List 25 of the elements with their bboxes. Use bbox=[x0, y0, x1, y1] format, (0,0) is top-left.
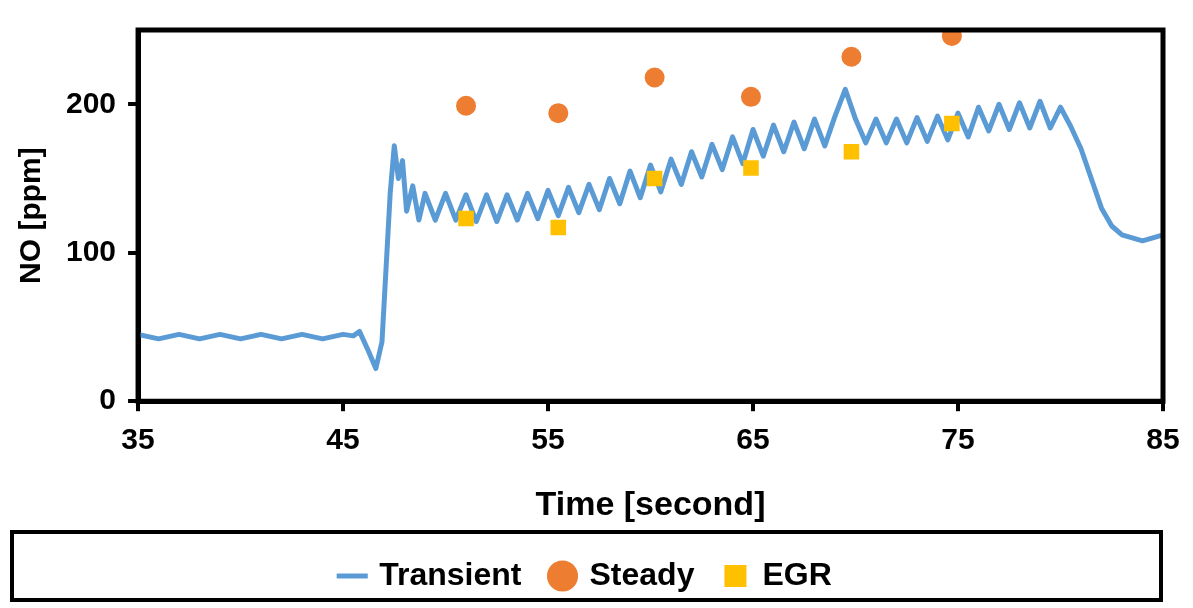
point bbox=[458, 210, 474, 227]
point bbox=[550, 219, 567, 236]
legend-label: Steady bbox=[589, 555, 695, 592]
point bbox=[841, 46, 862, 67]
point bbox=[743, 160, 759, 176]
point bbox=[740, 86, 761, 107]
point bbox=[644, 67, 665, 88]
point bbox=[456, 95, 477, 116]
y-axis-title: NO [ppm] bbox=[13, 147, 47, 284]
x-tick-label: 45 bbox=[326, 422, 360, 456]
legend-label: Transient bbox=[379, 555, 522, 592]
x-tick-label: 55 bbox=[531, 422, 565, 456]
point bbox=[646, 170, 663, 187]
x-tick-label: 75 bbox=[941, 422, 975, 456]
y-tick-label: 200 bbox=[65, 85, 117, 119]
point bbox=[548, 103, 569, 124]
x-tick-label: 85 bbox=[1146, 422, 1180, 456]
x-tick-label: 35 bbox=[121, 422, 155, 456]
point bbox=[944, 115, 960, 132]
point bbox=[843, 143, 860, 160]
y-tick-label: 100 bbox=[65, 233, 117, 267]
legend-label: EGR bbox=[762, 555, 832, 592]
y-tick-label: 0 bbox=[99, 382, 117, 416]
x-axis-title: Time [second] bbox=[535, 483, 766, 522]
x-tick-label: 65 bbox=[736, 422, 770, 456]
